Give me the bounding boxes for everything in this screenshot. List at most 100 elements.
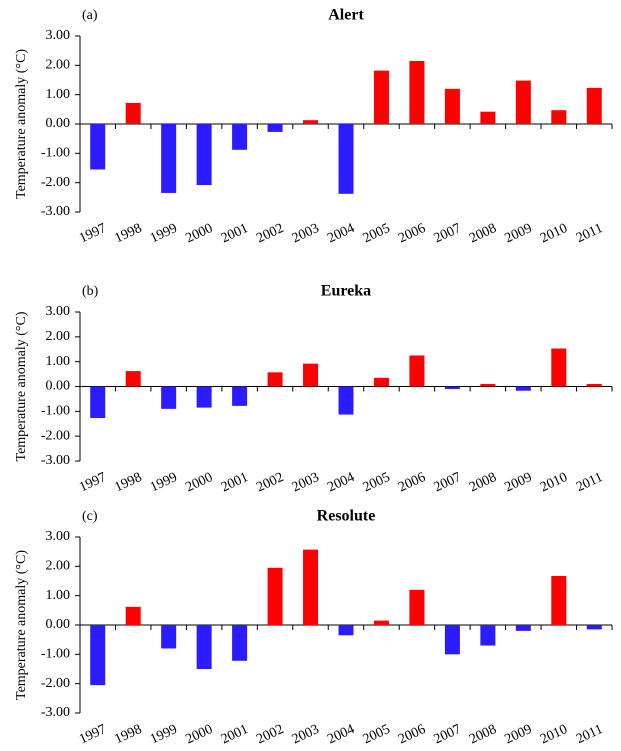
y-tick-label: 3.00 — [46, 304, 71, 319]
x-tick-label: 2010 — [538, 470, 570, 495]
x-tick-label: 1999 — [148, 221, 180, 246]
x-tick-label: 2009 — [503, 722, 535, 747]
y-tick-label: 0.00 — [46, 116, 71, 131]
bar — [409, 60, 425, 124]
panel-label: (a) — [82, 8, 98, 23]
bar — [125, 102, 141, 124]
x-tick-label: 2011 — [574, 221, 605, 246]
x-tick-label: 2005 — [361, 722, 393, 747]
bar — [267, 124, 283, 132]
y-tick-label: 3.00 — [46, 28, 71, 43]
y-tick-label: 0.00 — [46, 379, 71, 394]
bar — [303, 549, 319, 625]
bar — [161, 124, 177, 193]
x-tick-label: 2008 — [467, 470, 499, 495]
x-tick-label: 1998 — [113, 470, 145, 495]
y-tick-label: -1.00 — [41, 146, 70, 161]
y-tick-label: 1.00 — [46, 87, 71, 102]
x-tick-label: 1997 — [77, 470, 109, 495]
x-tick-label: 2011 — [574, 470, 605, 495]
bar — [551, 348, 567, 387]
y-tick-label: 1.00 — [46, 588, 71, 603]
x-tick-label: 2000 — [183, 722, 215, 747]
bar — [409, 589, 425, 625]
bar — [303, 363, 319, 387]
x-tick-label: 2009 — [503, 221, 535, 246]
x-tick-label: 2003 — [290, 221, 322, 246]
x-tick-label: 2007 — [432, 470, 464, 495]
x-tick-label: 2005 — [361, 470, 393, 495]
x-tick-label: 2001 — [219, 221, 251, 246]
y-tick-label: -1.00 — [41, 404, 70, 419]
x-tick-label: 2003 — [290, 470, 322, 495]
x-tick-label: 2008 — [467, 221, 499, 246]
panel-label: (b) — [82, 284, 99, 299]
panel-label: (c) — [82, 509, 98, 524]
x-tick-label: 2002 — [254, 221, 286, 246]
bar — [232, 124, 248, 150]
chart-title: Resolute — [317, 508, 376, 525]
bar — [515, 386, 531, 391]
x-tick-label: 2001 — [219, 722, 251, 747]
x-tick-label: 2006 — [396, 722, 428, 747]
x-tick-label: 1997 — [77, 722, 109, 747]
x-tick-label: 2003 — [290, 722, 322, 747]
bar — [586, 384, 602, 387]
bar — [196, 625, 212, 669]
bar — [338, 386, 354, 415]
bar — [196, 386, 212, 408]
x-tick-label: 2008 — [467, 722, 499, 747]
y-tick-label: -2.00 — [41, 175, 70, 190]
y-tick-label: -2.00 — [41, 428, 70, 443]
chart-title: Eureka — [321, 283, 371, 300]
bar — [90, 386, 106, 419]
y-axis-label: Temperature anomaly (°C) — [14, 49, 29, 199]
bar — [551, 110, 567, 124]
x-tick-label: 2006 — [396, 470, 428, 495]
bar — [267, 372, 283, 387]
bar — [480, 111, 496, 124]
bar — [586, 625, 602, 630]
x-tick-label: 2006 — [396, 221, 428, 246]
bar — [90, 625, 106, 686]
y-tick-label: -1.00 — [41, 647, 70, 662]
bar — [161, 625, 177, 649]
y-tick-label: 2.00 — [46, 329, 71, 344]
bar — [551, 576, 567, 625]
y-tick-label: -3.00 — [41, 204, 70, 219]
y-tick-label: 0.00 — [46, 617, 71, 632]
bar — [303, 120, 319, 124]
bar — [267, 567, 283, 625]
x-tick-label: 2007 — [432, 221, 464, 246]
bar — [373, 70, 389, 124]
bar — [444, 386, 460, 389]
x-tick-label: 2007 — [432, 722, 464, 747]
x-tick-label: 2005 — [361, 221, 393, 246]
x-tick-label: 2010 — [538, 722, 570, 747]
bar — [409, 355, 425, 387]
x-tick-label: 1998 — [113, 221, 145, 246]
y-axis-label: Temperature anomaly (°C) — [14, 550, 29, 700]
y-tick-label: 2.00 — [46, 58, 71, 73]
bar — [480, 625, 496, 646]
x-tick-label: 2004 — [325, 470, 357, 495]
bar — [125, 606, 141, 625]
x-tick-label: 2011 — [574, 722, 605, 747]
y-tick-label: 1.00 — [46, 354, 71, 369]
y-tick-label: 3.00 — [46, 529, 71, 544]
bar — [444, 625, 460, 655]
x-tick-label: 2001 — [219, 470, 251, 495]
bar — [90, 124, 106, 170]
bar — [515, 80, 531, 124]
y-tick-label: -3.00 — [41, 705, 70, 720]
x-tick-label: 2000 — [183, 221, 215, 246]
chart-title: Alert — [328, 7, 364, 24]
x-tick-label: 2010 — [538, 221, 570, 246]
bar — [373, 377, 389, 387]
y-tick-label: 2.00 — [46, 559, 71, 574]
x-tick-label: 2000 — [183, 470, 215, 495]
x-tick-label: 1999 — [148, 722, 180, 747]
x-tick-label: 2002 — [254, 722, 286, 747]
